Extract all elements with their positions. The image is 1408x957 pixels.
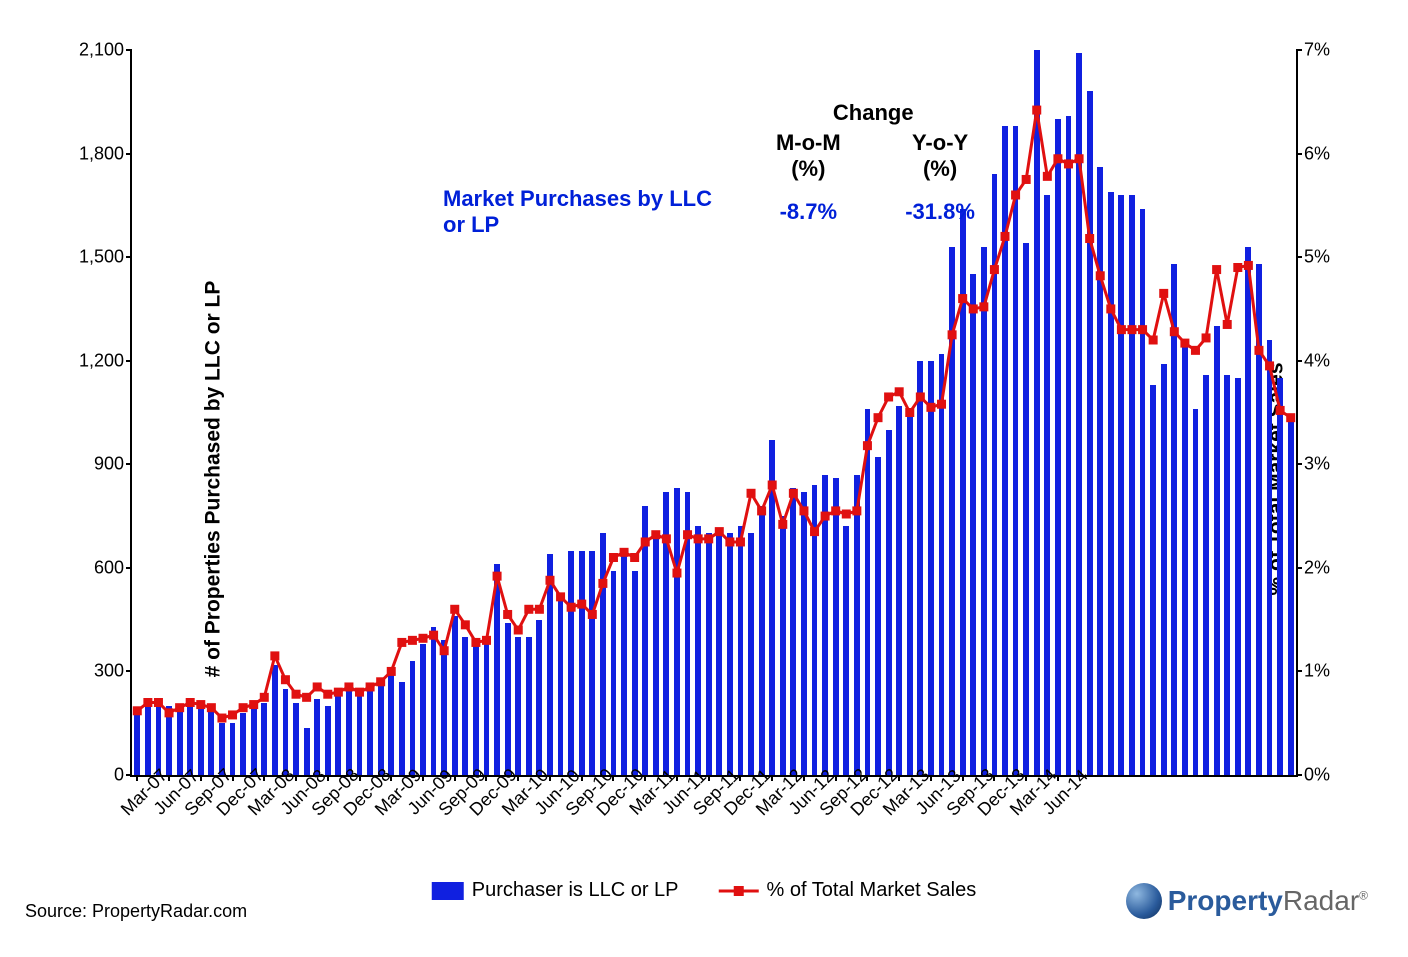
y-right-tick: 5% bbox=[1304, 247, 1330, 268]
change-val2: -31.8% bbox=[875, 184, 1005, 240]
y-left-tick: 600 bbox=[94, 557, 124, 578]
y-left-tick: 1,800 bbox=[79, 143, 124, 164]
y-right-tick: 6% bbox=[1304, 143, 1330, 164]
change-header: Change bbox=[742, 98, 1005, 128]
y-right-tick: 3% bbox=[1304, 454, 1330, 475]
y-left-tick: 1,500 bbox=[79, 247, 124, 268]
change-annotation: Change M-o-M (%) Y-o-Y (%) Market Purcha… bbox=[423, 98, 1005, 240]
y-left-tick: 1,200 bbox=[79, 350, 124, 371]
y-right-tick: 1% bbox=[1304, 661, 1330, 682]
y-right-tick: 2% bbox=[1304, 557, 1330, 578]
y-right-tick: 0% bbox=[1304, 765, 1330, 786]
change-col2: Y-o-Y (%) bbox=[875, 128, 1005, 184]
y-left-tick: 0 bbox=[114, 765, 124, 786]
brand-logo: PropertyRadar® bbox=[1126, 883, 1368, 919]
change-row-label: Market Purchases by LLC or LP bbox=[423, 184, 742, 240]
legend: Purchaser is LLC or LP % of Total Market… bbox=[432, 879, 977, 902]
legend-item-line: % of Total Market Sales bbox=[719, 879, 977, 902]
y-left-tick: 900 bbox=[94, 454, 124, 475]
y-left-tick: 2,100 bbox=[79, 40, 124, 61]
source-text: Source: PropertyRadar.com bbox=[25, 901, 247, 922]
y-right-tick: 4% bbox=[1304, 350, 1330, 371]
y-left-tick: 300 bbox=[94, 661, 124, 682]
legend-line-label: % of Total Market Sales bbox=[767, 879, 977, 902]
change-col1: M-o-M (%) bbox=[742, 128, 876, 184]
legend-swatch-line bbox=[719, 881, 759, 901]
chart-container: # of Properties Purchased by LLC or LP %… bbox=[20, 20, 1388, 937]
legend-swatch-bar bbox=[432, 882, 464, 900]
change-val1: -8.7% bbox=[742, 184, 876, 240]
legend-bar-label: Purchaser is LLC or LP bbox=[472, 879, 679, 902]
legend-item-bar: Purchaser is LLC or LP bbox=[432, 879, 679, 902]
plot-area: Change M-o-M (%) Y-o-Y (%) Market Purcha… bbox=[130, 50, 1298, 777]
globe-icon bbox=[1126, 883, 1162, 919]
brand-text: PropertyRadar® bbox=[1168, 885, 1368, 917]
y-right-tick: 7% bbox=[1304, 40, 1330, 61]
